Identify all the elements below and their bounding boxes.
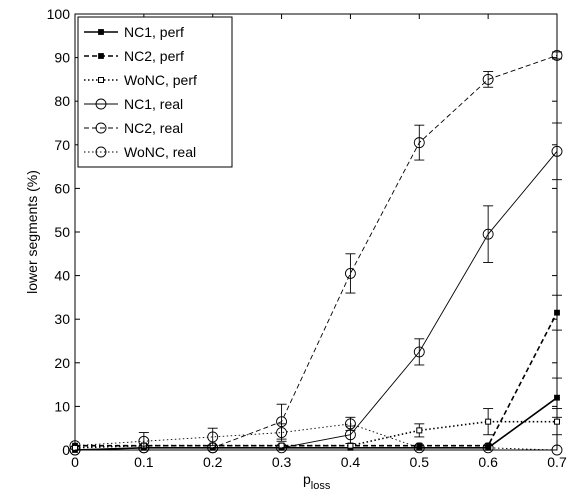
data-point (413, 137, 425, 149)
series-4 (69, 49, 563, 456)
x-tick-label: 0.3 (272, 454, 292, 470)
legend-label: NC2, real (124, 120, 183, 136)
data-point (276, 442, 288, 454)
x-tick-label: 0.1 (134, 454, 154, 470)
x-tick-label: 0.5 (410, 454, 430, 470)
series-line (74, 54, 558, 451)
data-point (95, 98, 107, 110)
data-point (554, 418, 560, 425)
data-point (551, 49, 563, 61)
y-tick-label: 30 (54, 311, 70, 327)
data-point (207, 431, 219, 443)
legend-label: NC1, real (124, 96, 183, 112)
data-point (98, 77, 104, 83)
data-point (482, 442, 494, 454)
data-point (276, 427, 288, 439)
legend-label: WoNC, real (124, 144, 196, 160)
series-line (74, 420, 557, 449)
legend: NC1, perf NC2, perf WoNC, perf NC1, real NC2… (77, 16, 233, 168)
y-tick-label: 90 (54, 50, 70, 66)
legend-label: NC2, perf (124, 48, 184, 64)
legend-item: WoNC, real (84, 144, 196, 160)
legend-item: NC2, real (84, 120, 183, 136)
x-axis-label-subscript: loss (311, 480, 331, 492)
y-tick-label: 10 (54, 398, 70, 414)
data-point (413, 346, 425, 358)
data-point (98, 29, 104, 35)
data-point (551, 145, 563, 157)
y-tick-label: 100 (47, 6, 71, 22)
y-tick-label: 60 (54, 180, 70, 196)
legend-item: NC1, perf (84, 24, 184, 40)
x-tick-label: 0 (71, 454, 79, 470)
data-point (482, 73, 494, 85)
data-point (344, 267, 356, 279)
y-tick-label: 80 (54, 93, 70, 109)
data-point (69, 440, 81, 452)
series-line (74, 423, 558, 451)
series-2 (72, 408, 562, 451)
data-point (554, 309, 560, 316)
legend-item: NC2, perf (84, 48, 184, 64)
data-point (482, 228, 494, 240)
legend-item: WoNC, perf (84, 72, 197, 88)
data-point (95, 146, 107, 158)
series-5 (69, 416, 563, 456)
data-point (138, 435, 150, 447)
data-point (485, 418, 492, 425)
x-tick-label: 0.7 (547, 454, 567, 470)
data-point (98, 53, 104, 59)
x-tick-label: 0.6 (478, 454, 498, 470)
legend-label: WoNC, perf (124, 72, 197, 88)
data-point (413, 442, 425, 454)
x-axis-label-main: p (303, 471, 311, 487)
data-point (95, 122, 107, 134)
data-point (551, 444, 563, 456)
data-point (344, 418, 356, 430)
x-tick-label: 0.2 (203, 454, 223, 470)
y-tick-label: 70 (54, 137, 70, 153)
y-axis-label: lower segments (%) (24, 170, 40, 294)
x-axis-label: ploss (303, 471, 331, 492)
data-point (416, 427, 423, 434)
legend-item: NC1, real (84, 96, 183, 112)
x-tick-label: 0.4 (341, 454, 361, 470)
data-point (554, 394, 560, 401)
y-tick-label: 50 (54, 224, 70, 240)
data-point (69, 444, 81, 456)
legend-box (77, 16, 233, 168)
y-tick-label: 0 (62, 442, 70, 458)
y-tick-label: 40 (54, 268, 70, 284)
y-tick-label: 20 (54, 355, 70, 371)
legend-label: NC1, perf (124, 24, 184, 40)
